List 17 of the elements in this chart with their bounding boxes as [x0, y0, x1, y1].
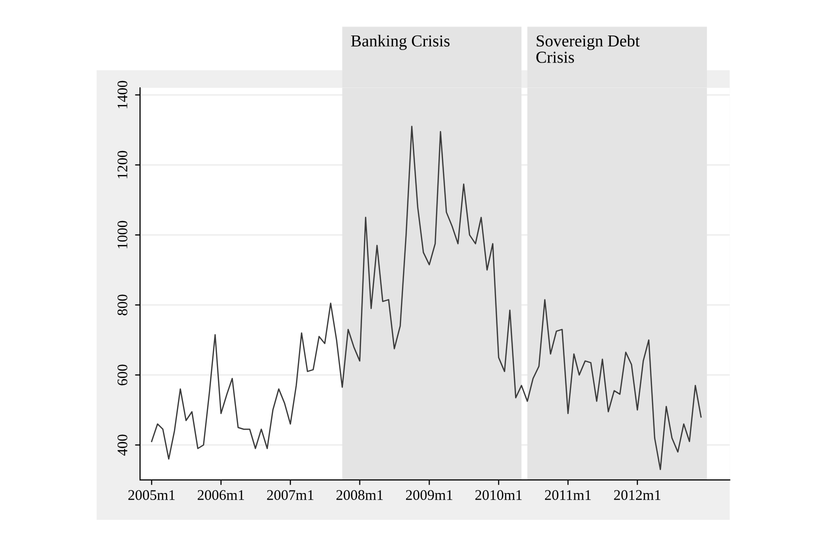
x-tick-label: 2006m1 [198, 490, 244, 500]
y-tick-label: 1200 [118, 150, 128, 178]
x-tick-label: 2010m1 [475, 490, 522, 500]
x-tick-label: 2005m1 [128, 490, 175, 500]
y-tick-label: 800 [118, 294, 128, 316]
y-tick-label: 1000 [118, 220, 128, 248]
x-tick-label: 2007m1 [267, 490, 314, 500]
band-label: Banking Crisis [351, 34, 450, 50]
x-tick-label: 2009m1 [406, 490, 452, 500]
y-tick-label: 400 [118, 434, 128, 456]
band-label: Sovereign Debt Crisis [536, 34, 640, 63]
x-tick-label: 2012m1 [614, 490, 660, 500]
y-tick-label: 1400 [118, 80, 128, 108]
x-tick-label: 2008m1 [336, 490, 383, 500]
x-tick-label: 2011m1 [545, 490, 591, 500]
line-series [151, 126, 702, 470]
y-tick-label: 600 [118, 364, 128, 386]
